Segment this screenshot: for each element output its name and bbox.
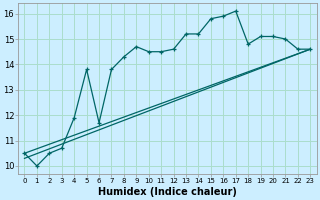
X-axis label: Humidex (Indice chaleur): Humidex (Indice chaleur) (98, 187, 237, 197)
